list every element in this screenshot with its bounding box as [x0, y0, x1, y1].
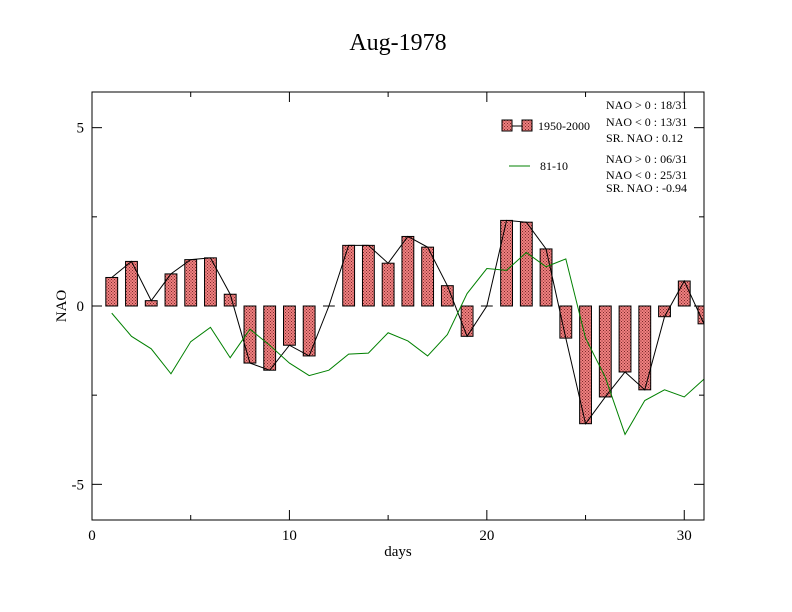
x-tick-label: 20 — [479, 528, 494, 544]
bar-day-27 — [618, 305, 632, 373]
bar-day-21 — [500, 219, 514, 307]
bar-day-30 — [677, 280, 691, 307]
bar-day-22 — [519, 221, 533, 307]
bar-day-29 — [658, 305, 671, 318]
stat-8110-nao-neg: NAO < 0 : 25/31 — [606, 168, 687, 182]
bar-day-26 — [598, 305, 612, 398]
stats-block: NAO > 0 : 18/31 NAO < 0 : 13/31 SR. NAO … — [606, 98, 687, 195]
bar-day-24 — [559, 305, 573, 339]
bar-day-1 — [105, 276, 119, 307]
legend-label-81-10: 81-10 — [540, 159, 568, 173]
stat-1950-nao-neg: NAO < 0 : 13/31 — [606, 115, 687, 129]
series-1950-2000-line — [111, 219, 704, 425]
legend-bar-swatch-left — [501, 119, 513, 132]
stat-8110-sr-nao: SR. NAO : -0.94 — [606, 181, 687, 195]
bar-day-19 — [460, 305, 474, 337]
bar-day-9 — [263, 305, 277, 371]
bar-day-11 — [302, 305, 316, 357]
bar-day-15 — [381, 262, 395, 307]
x-axis-label: days — [384, 544, 412, 560]
bar-day-2 — [125, 260, 138, 307]
y-tick-label: 0 — [77, 299, 85, 315]
bar-day-13 — [342, 244, 356, 307]
stat-8110-nao-pos: NAO > 0 : 06/31 — [606, 152, 687, 166]
y-tick-label: 5 — [77, 121, 85, 137]
bar-day-28 — [638, 305, 652, 391]
bar-day-14 — [361, 244, 375, 307]
series-81-10-line — [111, 251, 704, 436]
x-tick-label: 0 — [88, 528, 96, 544]
stat-1950-sr-nao: SR. NAO : 0.12 — [606, 131, 683, 145]
bar-day-5 — [184, 259, 198, 307]
y-tick-label: -5 — [72, 477, 85, 493]
y-axis-label: NAO — [54, 290, 70, 323]
legend: 1950-2000 81-10 — [501, 119, 590, 173]
bar-day-10 — [282, 305, 296, 346]
bar-series — [105, 219, 704, 425]
legend-bar-swatch-right — [521, 119, 533, 132]
y-axis: -5 0 5 — [72, 121, 704, 493]
stat-1950-nao-pos: NAO > 0 : 18/31 — [606, 98, 687, 112]
line-series — [111, 219, 704, 436]
legend-label-1950-2000: 1950-2000 — [538, 119, 590, 133]
x-axis: 0 10 20 30 — [88, 92, 692, 544]
bar-day-23 — [539, 248, 553, 307]
bar-day-16 — [401, 235, 415, 307]
x-tick-label: 30 — [677, 528, 692, 544]
chart-title: Aug-1978 — [349, 30, 446, 56]
x-tick-label: 10 — [282, 528, 297, 544]
